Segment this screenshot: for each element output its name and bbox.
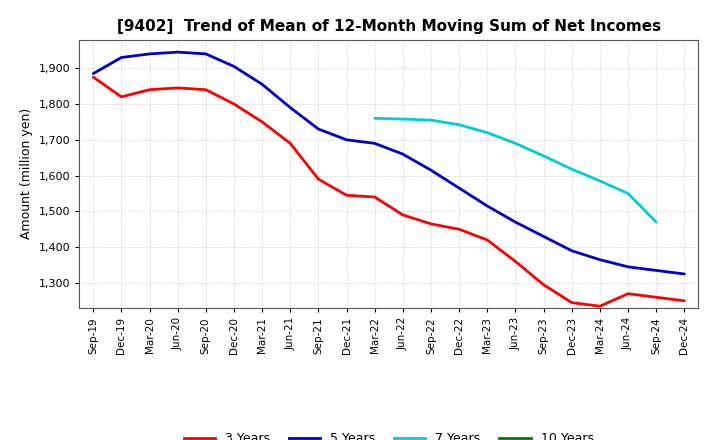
3 Years: [595, 304, 604, 309]
3 Years: [117, 94, 126, 99]
Line: 3 Years: 3 Years: [94, 77, 684, 306]
5 Years: [145, 51, 154, 57]
3 Years: [567, 300, 576, 305]
7 Years: [652, 220, 660, 225]
Title: [9402]  Trend of Mean of 12-Month Moving Sum of Net Incomes: [9402] Trend of Mean of 12-Month Moving …: [117, 19, 661, 34]
3 Years: [174, 85, 182, 91]
3 Years: [539, 282, 548, 287]
5 Years: [652, 268, 660, 273]
3 Years: [624, 291, 632, 296]
5 Years: [174, 49, 182, 55]
Legend: 3 Years, 5 Years, 7 Years, 10 Years: 3 Years, 5 Years, 7 Years, 10 Years: [179, 427, 598, 440]
3 Years: [258, 119, 266, 125]
7 Years: [455, 122, 464, 128]
5 Years: [258, 82, 266, 87]
7 Years: [511, 141, 520, 146]
5 Years: [539, 234, 548, 239]
3 Years: [342, 193, 351, 198]
3 Years: [230, 101, 238, 106]
7 Years: [567, 166, 576, 172]
7 Years: [539, 153, 548, 158]
3 Years: [286, 141, 294, 146]
Line: 7 Years: 7 Years: [374, 118, 656, 222]
3 Years: [652, 295, 660, 300]
5 Years: [595, 257, 604, 262]
5 Years: [370, 141, 379, 146]
7 Years: [483, 130, 492, 135]
7 Years: [595, 178, 604, 183]
3 Years: [399, 213, 408, 218]
3 Years: [483, 237, 492, 242]
5 Years: [230, 64, 238, 69]
5 Years: [455, 186, 464, 191]
3 Years: [427, 221, 436, 227]
7 Years: [624, 191, 632, 196]
3 Years: [511, 259, 520, 264]
5 Years: [427, 168, 436, 173]
3 Years: [314, 176, 323, 182]
5 Years: [342, 137, 351, 143]
5 Years: [624, 264, 632, 269]
Y-axis label: Amount (million yen): Amount (million yen): [20, 108, 33, 239]
3 Years: [455, 227, 464, 232]
7 Years: [370, 116, 379, 121]
5 Years: [680, 271, 688, 277]
7 Years: [427, 117, 436, 123]
3 Years: [89, 74, 98, 80]
7 Years: [399, 117, 408, 122]
3 Years: [202, 87, 210, 92]
5 Years: [202, 51, 210, 57]
5 Years: [117, 55, 126, 60]
Line: 5 Years: 5 Years: [94, 52, 684, 274]
5 Years: [483, 203, 492, 209]
3 Years: [370, 194, 379, 200]
5 Years: [399, 151, 408, 157]
5 Years: [286, 105, 294, 110]
5 Years: [567, 248, 576, 253]
5 Years: [511, 220, 520, 225]
5 Years: [89, 71, 98, 76]
3 Years: [145, 87, 154, 92]
5 Years: [314, 126, 323, 132]
3 Years: [680, 298, 688, 304]
